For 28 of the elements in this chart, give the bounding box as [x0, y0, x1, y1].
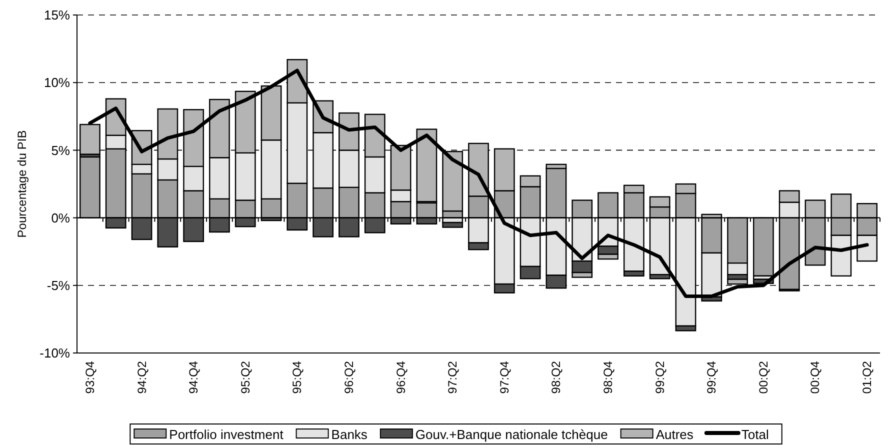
x-tick-label: 00:Q4: [808, 360, 822, 394]
y-tick-label: 5%: [51, 142, 70, 158]
legend-label: Portfolio investment: [169, 427, 284, 442]
y-tick-label: 10%: [44, 75, 70, 90]
y-tick-label: 15%: [44, 8, 70, 23]
x-tick-label: 96:Q4: [394, 360, 408, 394]
x-tick-label: 98:Q4: [601, 360, 616, 394]
y-axis-title: Pourcentage du PIB: [15, 130, 29, 238]
y-tick-label: -5%: [46, 278, 70, 293]
x-tick-label: 95:Q2: [238, 360, 252, 394]
legend-label: Banks: [331, 427, 368, 442]
x-tick-label: 97:Q2: [446, 360, 460, 394]
x-tick-label: 99:Q2: [652, 360, 667, 394]
x-tick-label: 95:Q4: [290, 360, 304, 394]
legend-label: Autres: [656, 427, 694, 442]
x-tick-label: 96:Q2: [342, 360, 356, 394]
x-tick-label: 93:Q4: [82, 360, 97, 394]
y-tick-label: 0%: [51, 210, 70, 226]
x-tick-label: 98:Q2: [549, 360, 564, 394]
x-tick-label: 94:Q2: [134, 360, 149, 394]
x-tick-label: 00:Q2: [756, 360, 770, 394]
y-tick-label: -10%: [40, 346, 70, 361]
legend-label: Total: [741, 427, 769, 442]
x-tick-label: 97:Q4: [497, 360, 512, 394]
x-tick-label: 94:Q4: [186, 360, 201, 394]
x-tick-label: 01:Q2: [860, 360, 874, 394]
x-tick-label: 99:Q4: [704, 360, 719, 394]
legend-label: Gouv.+Banque nationale tchèque: [415, 427, 608, 442]
